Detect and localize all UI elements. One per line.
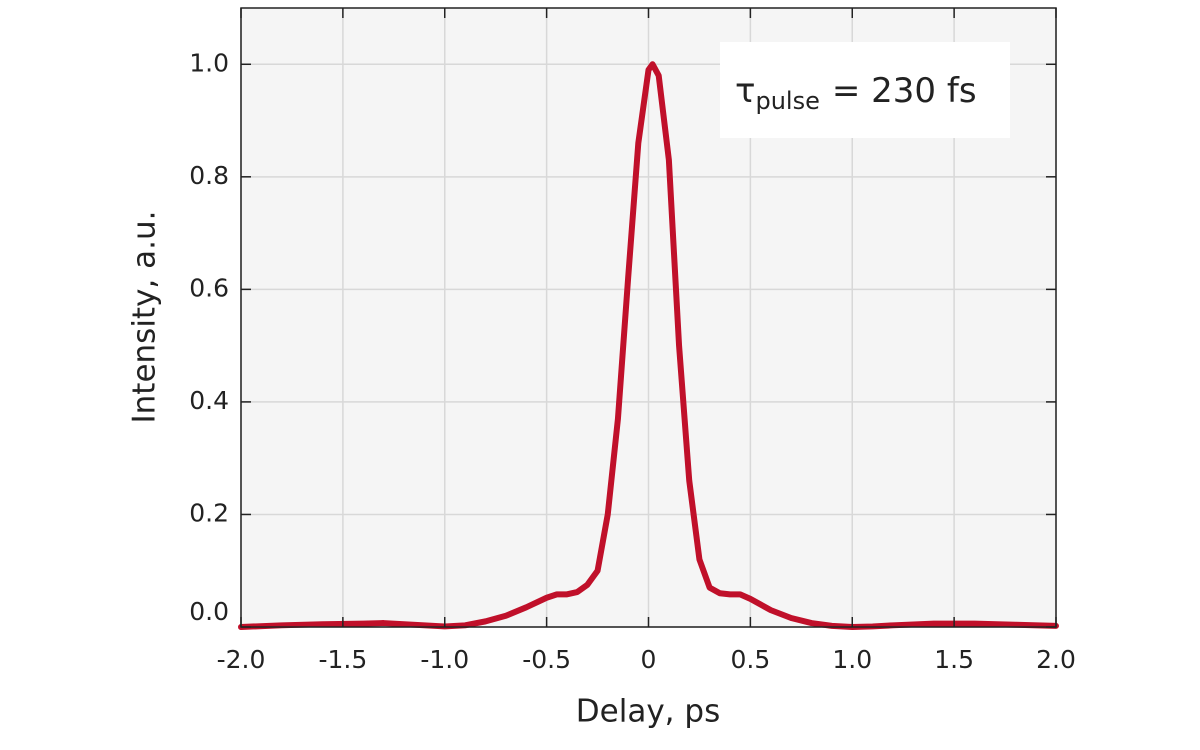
x-axis-title: Delay, ps [576, 694, 720, 730]
x-tick-label: -2.0 [217, 645, 266, 674]
y-axis-title: Intensity, a.u. [127, 211, 163, 424]
annotation-subscript: pulse [755, 87, 819, 115]
x-tick-label: -1.5 [318, 645, 367, 674]
series [238, 61, 1059, 630]
annotation-symbol: τ [735, 71, 755, 111]
annotation-text: = 230 fs [832, 71, 977, 111]
y-tick-label: 1.0 [189, 48, 229, 77]
y-tick-label: 0.8 [189, 161, 229, 190]
annotation-box [720, 42, 1010, 138]
x-tick-label: 1.5 [934, 645, 974, 674]
annotation: τpulse = 230 fs [735, 71, 977, 116]
y-tick-label: 0.0 [189, 597, 229, 626]
y-tick-label: 0.2 [189, 498, 229, 527]
x-tick-label: -0.5 [522, 645, 571, 674]
x-tick-label: 1.0 [832, 645, 872, 674]
line-series [238, 61, 1059, 630]
x-tick-label: -1.0 [420, 645, 469, 674]
x-tick-label: 0 [641, 645, 657, 674]
y-tick-label: 0.6 [189, 273, 229, 302]
ticks: -2.0 -1.5 -1.0 -0.5 0 0.5 1.0 1.5 2.0 0.0 0.2 0.4 0.… [189, 8, 1076, 674]
y-tick-label: 0.4 [189, 386, 229, 415]
x-tick-label: 0.5 [730, 645, 770, 674]
x-tick-label: 2.0 [1036, 645, 1076, 674]
